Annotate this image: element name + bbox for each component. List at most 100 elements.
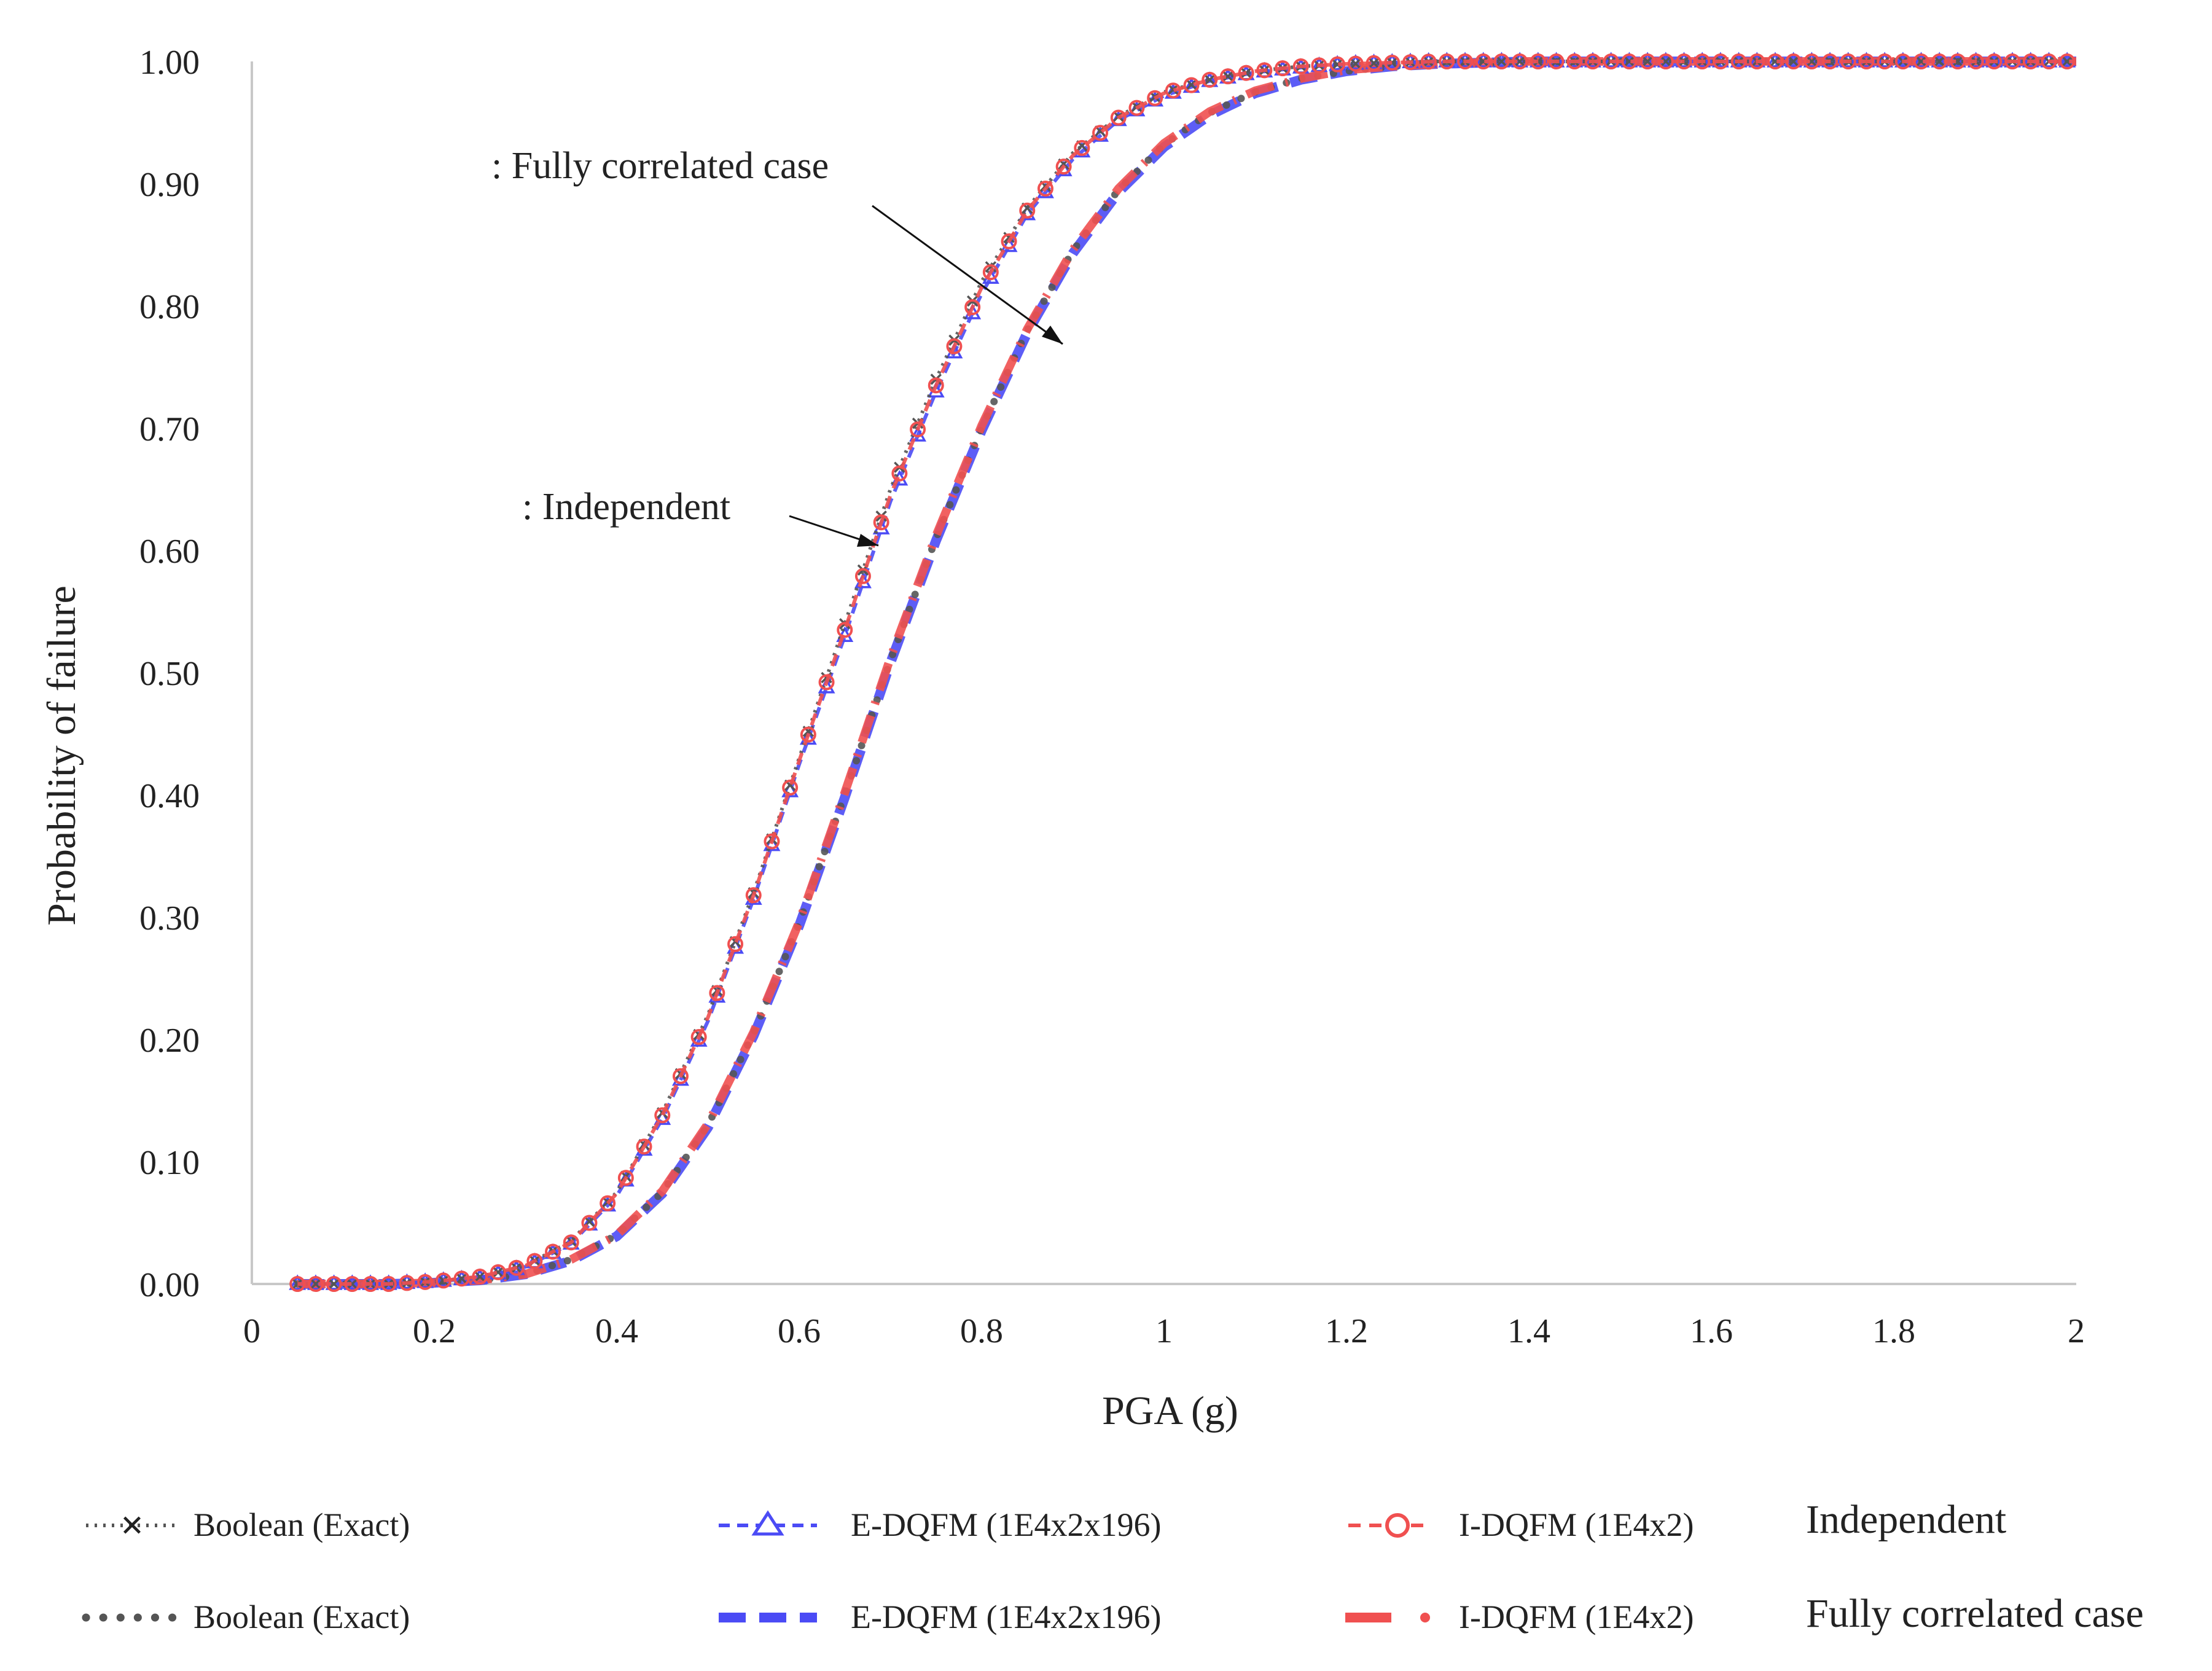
series-2 (289, 53, 2076, 1292)
data-point (1368, 57, 1380, 69)
data-point (1676, 53, 1692, 69)
data-point (1256, 62, 1273, 79)
data-point (1913, 53, 1929, 69)
data-point (799, 729, 817, 745)
y-tick-labels: 0.00 0.10 0.20 0.30 0.40 0.50 0.60 0.70 0.80 0.90… (139, 44, 200, 1304)
data-point (1165, 82, 1181, 99)
series-3 (294, 58, 2080, 1288)
series-line (297, 60, 2076, 1286)
annotation-fully-correlated: : Fully correlated case (491, 145, 829, 187)
data-point (1366, 55, 1382, 71)
x-tick-label: 1 (1155, 1312, 1173, 1350)
data-point (1712, 53, 1729, 69)
data-point (417, 1274, 434, 1290)
data-point (1311, 57, 1327, 74)
data-point (800, 726, 816, 743)
y-tick-label: 0.20 (139, 1022, 200, 1060)
data-point (1877, 53, 1893, 69)
data-point (490, 1264, 506, 1280)
data-point (654, 1107, 671, 1124)
data-point (946, 338, 963, 354)
annotation-independent-arrowhead (857, 534, 878, 547)
data-point (1420, 53, 1437, 70)
data-point (1439, 53, 1455, 69)
data-point (1767, 53, 1783, 69)
data-point (380, 1276, 397, 1292)
data-point (1894, 53, 1911, 69)
data-point (2061, 55, 2073, 68)
data-point (435, 1272, 451, 1289)
annotation-fully-correlated-arrow (872, 205, 1063, 345)
data-point (1641, 55, 1654, 68)
data-point (1037, 180, 1053, 197)
x-tick-label: 1.2 (1325, 1312, 1368, 1350)
y-tick-label: 0.40 (139, 777, 200, 815)
data-point (1219, 68, 1236, 85)
data-point (1238, 65, 1254, 81)
data-point (2059, 53, 2076, 69)
data-point (1584, 53, 1601, 69)
data-point (782, 780, 799, 796)
data-point (1347, 55, 1364, 72)
svg-text:Boolean (Exact): Boolean (Exact) (193, 1506, 410, 1543)
data-point (891, 465, 908, 482)
data-point (854, 568, 871, 584)
data-point (1806, 55, 1818, 68)
data-point (1350, 58, 1362, 69)
data-point (492, 1266, 504, 1278)
x-tick-label: 1.4 (1507, 1312, 1550, 1350)
data-point (727, 936, 744, 952)
series-line (297, 60, 2076, 1286)
y-tick-label: 0.30 (139, 899, 200, 937)
data-point (1475, 53, 1491, 69)
data-point (362, 1276, 379, 1292)
legend-item-idqfm-correlated: I-DQFM (1E4x2) (1345, 1599, 1694, 1635)
data-point (600, 1195, 616, 1211)
data-point (453, 1270, 470, 1287)
data-point (1292, 58, 1309, 74)
data-point (1167, 84, 1179, 96)
annotation-independent: : Independent (522, 486, 730, 528)
data-point (873, 514, 889, 531)
data-point (1949, 53, 1966, 69)
data-point (1694, 53, 1711, 69)
data-point (545, 1243, 561, 1260)
series-line (297, 57, 2076, 1288)
x-tick-label: 1.6 (1690, 1312, 1733, 1350)
annotation-fully-correlated-arrowhead (1042, 326, 1063, 344)
data-point (617, 1170, 634, 1186)
data-point (344, 1276, 361, 1292)
data-point (1514, 55, 1526, 68)
series-line (297, 57, 2076, 1289)
data-point (292, 1278, 303, 1290)
data-point (399, 1275, 415, 1291)
data-point (307, 1276, 324, 1292)
data-point (456, 1273, 467, 1285)
data-point (1621, 53, 1638, 69)
data-point (1952, 55, 1964, 68)
data-point (1624, 55, 1635, 68)
series-layer (289, 52, 2080, 1292)
data-point (1477, 55, 1489, 68)
data-point (1001, 233, 1017, 249)
legend-item-edqfm-correlated: E-DQFM (1E4x2x196) (719, 1599, 1161, 1635)
data-point (1074, 139, 1090, 156)
data-point (982, 264, 999, 281)
data-point (1858, 53, 1875, 69)
x-tick-label: 1.8 (1872, 1312, 1915, 1350)
data-point (346, 1278, 358, 1290)
x-tick-label: 0 (243, 1312, 260, 1350)
y-tick-label: 0.60 (139, 533, 200, 571)
series-line (297, 60, 2076, 1286)
data-point (472, 1269, 488, 1285)
legend-item-edqfm-independent: E-DQFM (1E4x2x196) (719, 1506, 1161, 1543)
x-tick-label: 2 (2068, 1312, 2085, 1350)
axes (251, 61, 2076, 1285)
data-point (1603, 53, 1619, 69)
data-point (1934, 55, 1945, 68)
y-tick-label: 0.80 (139, 288, 200, 326)
data-point (1769, 55, 1781, 68)
data-point (1496, 55, 1507, 68)
data-point (1275, 60, 1291, 77)
